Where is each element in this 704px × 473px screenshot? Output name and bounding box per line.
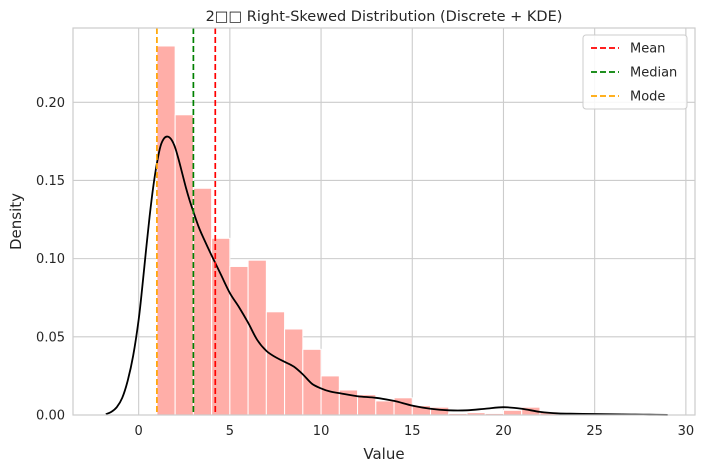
histogram-bar <box>320 375 340 416</box>
x-axis-label: Value <box>363 445 404 463</box>
x-tick-label: 30 <box>678 424 695 439</box>
legend-box <box>582 34 688 110</box>
histogram-bar <box>247 259 267 416</box>
histogram-bar <box>229 265 249 416</box>
x-tick-label: 5 <box>226 424 234 439</box>
tick-labels: 0 5 10 15 20 25 30 0.00 0.05 0.10 0.15 0.20 <box>36 96 694 439</box>
x-tick-label: 15 <box>404 424 421 439</box>
mode-legend-label: Mode <box>630 90 665 105</box>
y-tick-label: 0.05 <box>36 330 65 345</box>
y-tick-label: 0.20 <box>36 96 65 111</box>
histogram-bar <box>211 237 231 416</box>
histogram-bar <box>375 400 395 416</box>
reference-lines <box>156 28 217 415</box>
y-tick-label: 0.10 <box>36 252 65 267</box>
x-tick-label: 25 <box>586 424 603 439</box>
plot-frame <box>72 27 696 416</box>
histogram-bar <box>502 409 523 416</box>
x-tick-label: 10 <box>313 424 330 439</box>
median-legend-label: Median <box>630 66 677 81</box>
histogram-bar <box>156 45 176 416</box>
y-tick-label: 0.15 <box>36 174 65 189</box>
kde-curve <box>105 135 668 416</box>
histogram-bar <box>393 397 413 416</box>
mean-legend-label: Mean <box>630 42 665 57</box>
x-tick-label: 0 <box>135 424 143 439</box>
y-tick-label: 0.00 <box>36 409 65 424</box>
plot-border <box>72 27 696 416</box>
histogram-bar <box>302 348 322 416</box>
histogram-bar <box>265 311 286 416</box>
legend: Mean Median Mode <box>582 34 688 110</box>
kde-curve-group <box>105 135 668 416</box>
y-axis-label: Density <box>7 193 25 250</box>
x-tick-label: 20 <box>495 424 512 439</box>
chart-title: 2□□ Right-Skewed Distribution (Discrete … <box>206 9 563 25</box>
